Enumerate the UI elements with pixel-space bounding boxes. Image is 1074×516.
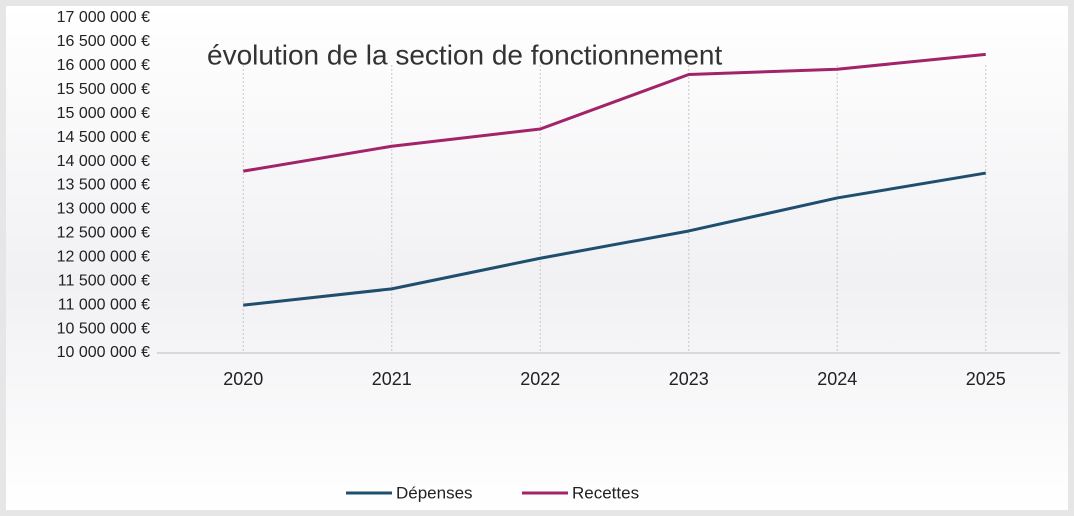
- y-tick-label: 13 500 000 €: [57, 177, 151, 194]
- x-tick-label: 2025: [966, 369, 1006, 389]
- y-tick-label: 12 000 000 €: [57, 249, 151, 266]
- y-tick-label: 10 000 000 €: [57, 344, 151, 361]
- y-tick-label: 15 000 000 €: [57, 105, 151, 122]
- legend-label: Recettes: [572, 483, 639, 502]
- y-tick-label: 13 000 000 €: [57, 201, 151, 218]
- chart-title: évolution de la section de fonctionnemen…: [207, 39, 722, 70]
- y-tick-label: 16 500 000 €: [57, 33, 151, 50]
- x-tick-label: 2022: [520, 369, 560, 389]
- y-tick-label: 10 500 000 €: [57, 320, 151, 337]
- x-tick-label: 2020: [223, 369, 263, 389]
- legend-label: Dépenses: [396, 483, 473, 502]
- x-tick-label: 2024: [817, 369, 857, 389]
- x-tick-label: 2021: [372, 369, 412, 389]
- y-tick-label: 14 000 000 €: [57, 153, 151, 170]
- series-line: [243, 171, 986, 307]
- y-tick-label: 12 500 000 €: [57, 225, 151, 242]
- y-tick-label: 14 500 000 €: [57, 129, 151, 146]
- y-tick-label: 11 500 000 €: [58, 272, 150, 289]
- series-line: [243, 52, 986, 173]
- y-tick-label: 11 000 000 €: [58, 296, 150, 313]
- y-tick-label: 17 000 000 €: [57, 9, 151, 26]
- x-tick-label: 2023: [669, 369, 709, 389]
- y-tick-label: 15 500 000 €: [57, 81, 151, 98]
- y-tick-label: 16 000 000 €: [57, 57, 151, 74]
